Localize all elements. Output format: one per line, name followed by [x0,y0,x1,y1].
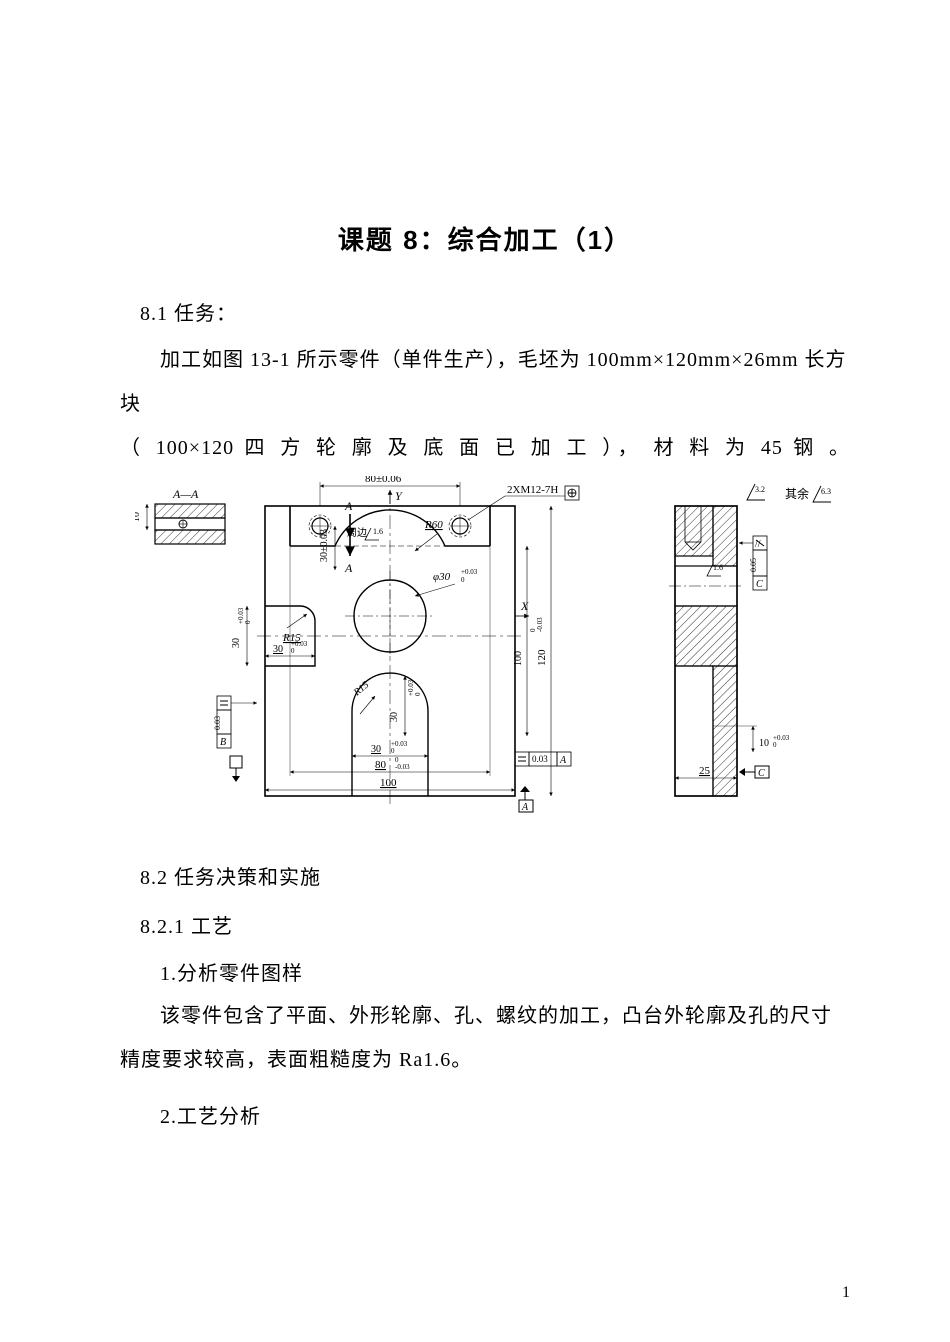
dim-80-lo: -0.03 [395,763,410,771]
dim-80pm006: 80±0.06 [365,476,402,485]
item1-body: 该零件包含了平面、外形轮廓、孔、螺纹的加工，凸台外轮廓及孔的尺寸精度要求较高，表… [120,994,850,1082]
gdt-003b-datum: B [220,737,226,748]
dim-30b-lo: 0 [291,647,295,655]
dim-phi30-lo: 0 [461,576,465,584]
drawing-svg: A—A 10 [135,476,835,816]
section-a-a: A—A 10 [135,487,225,544]
side-section: 1.6 10 +0.03 0 25 C [669,484,831,796]
page-title: 课题 8：综合加工（1） [120,220,850,257]
section-label: A—A [172,487,199,501]
dim-30b: 30 [273,644,283,655]
plan-view: Y X A A 80±0.06 2XM1 [213,476,579,813]
dim-30a: 30 [231,638,242,648]
dim-30c: 30 [389,712,400,722]
ra-16: 1.6 [713,563,723,572]
datum-a: A [521,802,529,813]
dim-10: 10 [135,512,142,522]
sym-par: // [755,539,761,550]
gdt-005c-datum: C [756,579,763,590]
axis-y: Y [395,489,403,503]
sec-8-2-1-heading: 8.2.1 工艺 [140,910,850,939]
gdt-005c-val: 0.05 [749,558,758,572]
dim-10tol-lo: 0 [773,741,777,749]
gdt-003a-val: 0.03 [532,754,548,764]
dim-thread: 2XM12-7H [507,484,558,496]
sec-8-1-body-b: （ 100×120 四 方 轮 廓 及 底 面 已 加 工 ）， 材 料 为 4… [120,426,850,470]
dim-100: 100 [380,777,397,789]
item2-heading: 2.工艺分析 [160,1100,850,1129]
arrow-a-right: A [344,561,353,575]
sec-8-1-heading: 8.1 任务： [140,297,850,326]
datum-c: C [758,768,765,779]
sec-8-1-body-a: 加工如图 13-1 所示零件（单件生产），毛坯为 100mm×120mm×26m… [120,338,850,426]
gdt-003b-val: 0.03 [213,716,222,730]
page-number: 1 [842,1284,850,1302]
ra-63: 6.3 [821,487,831,496]
dim-80: 80 [375,759,387,771]
sec-8-2-heading: 8.2 任务决策和实施 [140,861,850,890]
dim-r60: R60 [424,519,443,531]
dim-30pm003: 30±0.03 [319,529,330,562]
dim-r15b: R15 [351,680,371,699]
perimeter-ra-val: 1.6 [373,527,383,536]
dim-25: 25 [699,765,711,777]
qiyu: 其余 [785,486,809,501]
dim-phi30: φ30 [433,571,451,583]
item1-heading: 1.分析零件图样 [160,957,850,986]
dim-30d: 30 [371,744,381,755]
perimeter-label: 周边 [347,527,367,539]
dim-100-003: 100 [513,651,524,666]
dim-30d-lo: 0 [391,747,395,755]
engineering-drawing: A—A 10 [120,476,850,821]
dim-30c-lo: 0 [414,692,422,696]
arrow-a-left: A [344,499,353,513]
dim-phi30-up: +0.03 [461,568,478,576]
dim-30a-lo: 0 [244,620,252,624]
gdt-003a-datum: A [559,755,567,766]
ra-32: 3.2 [755,485,765,494]
dim-120: 120 [536,649,548,666]
axis-x: X [520,599,529,613]
dim-100-003-lo: -0.03 [536,617,544,632]
dim-10tol: 10 [759,738,769,749]
